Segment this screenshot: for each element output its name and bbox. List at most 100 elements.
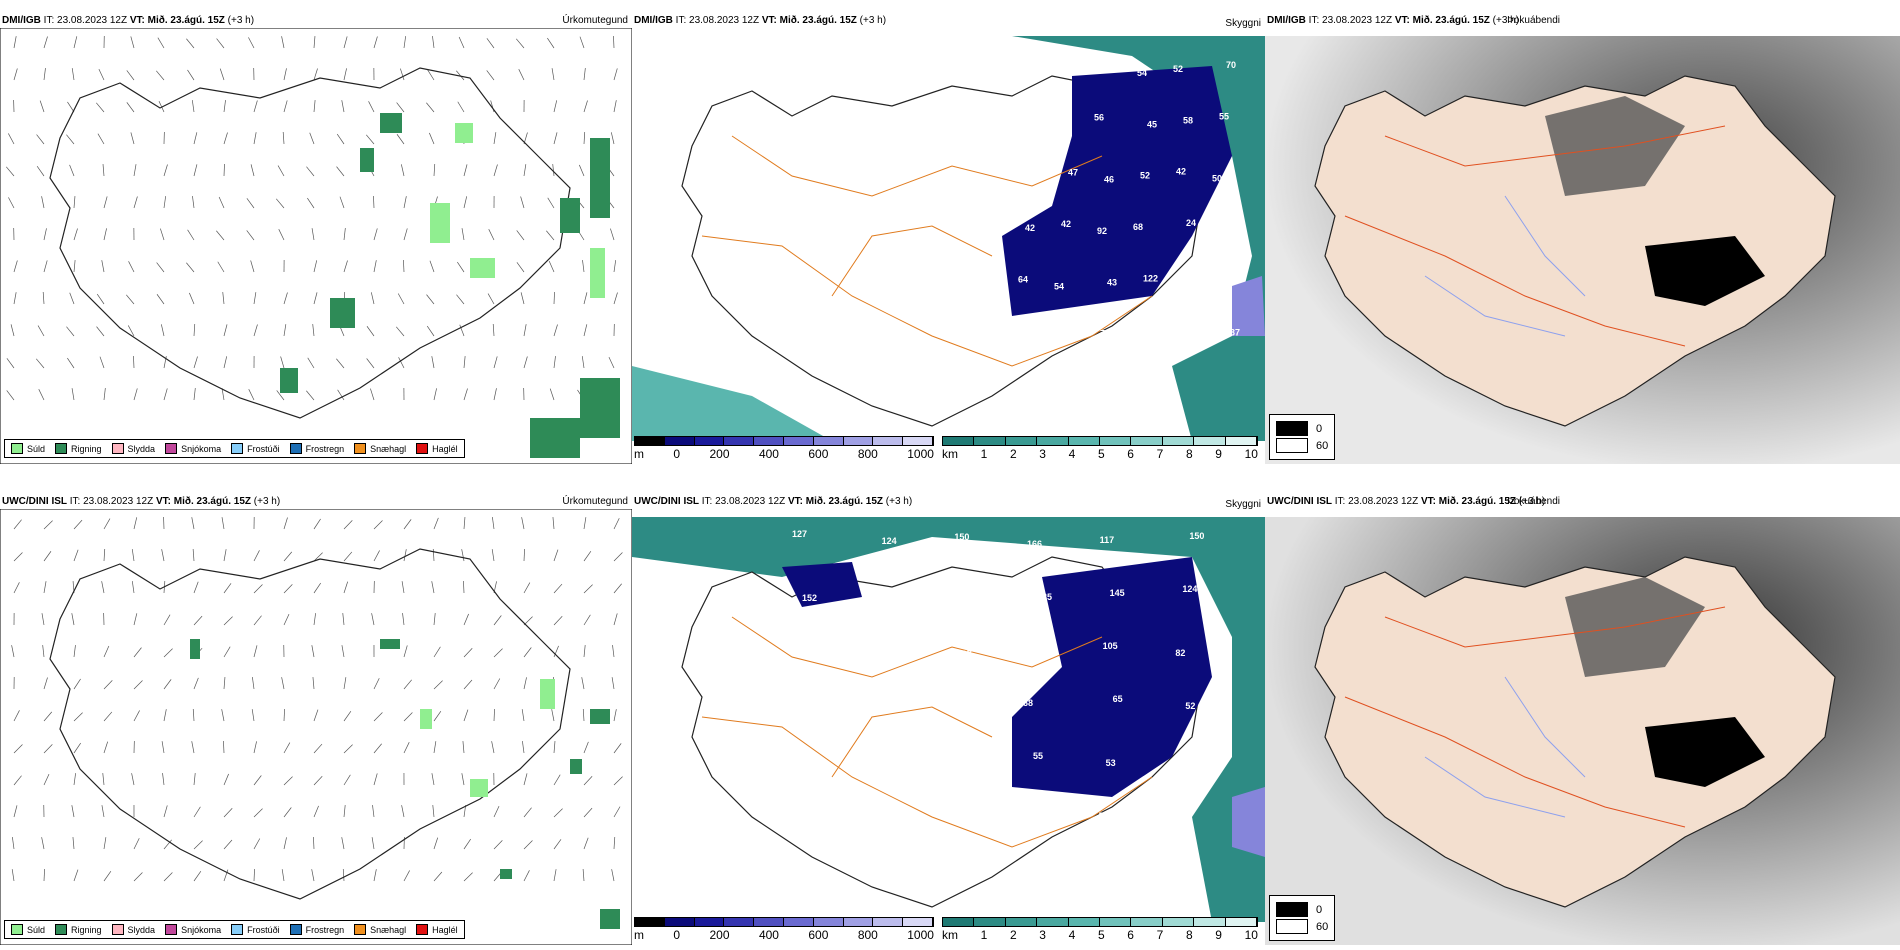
wind-barb	[523, 870, 530, 882]
wind-barb	[246, 198, 255, 209]
wind-barb	[163, 614, 171, 626]
visibility-value: 56	[1094, 112, 1104, 122]
wind-barb	[36, 358, 45, 369]
wind-barb	[521, 709, 525, 722]
wind-barb	[583, 68, 586, 81]
wind-barb	[456, 70, 465, 81]
colorbar-segment	[635, 437, 665, 445]
wind-barb	[66, 326, 75, 337]
wind-barb	[553, 100, 558, 113]
legend-label: Slydda	[127, 924, 156, 935]
visibility-colorbar-km: km 1 2 3 4 5 6 7 8 9 10	[942, 436, 1258, 461]
colorbar-segment	[813, 437, 844, 445]
wind-barb	[433, 710, 442, 722]
wind-barb	[133, 710, 140, 722]
wind-barb	[456, 294, 465, 305]
wind-barb	[223, 646, 231, 658]
wind-barb	[343, 228, 346, 241]
legend-item: Snjókoma	[165, 443, 221, 454]
wind-barb	[583, 550, 592, 562]
colorbar-segment	[974, 437, 1006, 445]
wind-barb	[342, 613, 345, 626]
wind-barb	[101, 805, 105, 818]
wind-barb	[583, 775, 593, 786]
visibility-value: 74	[881, 812, 891, 822]
wind-barb	[336, 166, 345, 177]
wind-barb	[66, 134, 75, 145]
wind-barb	[8, 197, 15, 209]
wind-barb	[401, 164, 405, 177]
wind-barb	[133, 647, 142, 658]
wind-barb	[187, 69, 195, 81]
wind-barb	[366, 326, 375, 337]
wind-barb	[163, 388, 168, 401]
wind-barb	[193, 581, 199, 594]
wind-barb	[547, 197, 555, 209]
wind-barb	[463, 356, 466, 369]
colorbar-segment	[1162, 437, 1195, 445]
wind-barb	[313, 36, 316, 49]
wind-barb	[396, 102, 405, 113]
wind-barb	[97, 133, 105, 145]
wind-barb	[8, 133, 15, 145]
wind-barb	[13, 775, 22, 786]
legend-label: Frostregn	[305, 924, 345, 935]
wind-barb	[553, 869, 557, 882]
wind-barb	[396, 326, 405, 337]
wind-barb	[191, 741, 195, 754]
wind-barb	[163, 709, 167, 722]
wind-barb	[553, 774, 561, 786]
wind-barb	[553, 616, 563, 626]
wind-barb	[163, 196, 167, 209]
wind-barb	[431, 581, 435, 594]
legend-item: Frostúði	[231, 924, 280, 935]
wind-barb	[313, 68, 318, 81]
visibility-value: 52	[1022, 120, 1032, 130]
colorbar-segment	[1162, 918, 1195, 926]
wind-barb	[583, 517, 587, 530]
visibility-value: 58	[1183, 115, 1193, 125]
wind-barb	[193, 677, 199, 690]
wind-barb	[553, 741, 556, 754]
wind-barb	[486, 70, 495, 81]
wind-barb	[486, 38, 495, 49]
wind-barb	[343, 710, 352, 722]
visibility-value: 50	[1212, 174, 1222, 184]
wind-barb	[193, 840, 203, 850]
wind-barb	[157, 37, 165, 49]
wind-barb	[429, 132, 435, 145]
legend-label: Rigning	[71, 443, 102, 454]
wind-barb	[127, 325, 135, 337]
wind-barb	[521, 517, 525, 530]
wind-barb	[72, 837, 75, 850]
rain-areas	[190, 639, 620, 929]
wind-barb	[312, 324, 315, 337]
wind-barb	[463, 388, 468, 401]
wind-barb	[41, 613, 45, 626]
wind-barb	[342, 869, 345, 882]
wind-barb	[373, 550, 380, 562]
wind-barb	[193, 388, 196, 401]
wind-barb	[403, 712, 413, 722]
visibility-value: 58	[1099, 811, 1109, 821]
wind-barb	[313, 743, 323, 754]
wind-barb	[523, 356, 528, 369]
wind-barb	[281, 677, 285, 690]
wind-barb	[103, 870, 112, 882]
panel-title: Þokuábendi	[1507, 496, 1560, 507]
wind-barb	[281, 869, 285, 882]
wind-barb	[613, 260, 617, 273]
wind-barb	[99, 356, 105, 369]
wind-barb	[103, 549, 106, 562]
wind-barb	[193, 324, 196, 337]
wind-barb	[43, 677, 48, 690]
visibility-value: 127	[792, 529, 807, 539]
wind-barb	[431, 773, 435, 786]
wind-barb	[73, 773, 76, 786]
wind-barb	[43, 36, 48, 49]
wind-barb	[463, 872, 473, 882]
visibility-value: 42	[1025, 223, 1035, 233]
wind-barb	[493, 840, 503, 850]
wind-barb	[368, 101, 375, 113]
wind-barb	[192, 549, 195, 562]
